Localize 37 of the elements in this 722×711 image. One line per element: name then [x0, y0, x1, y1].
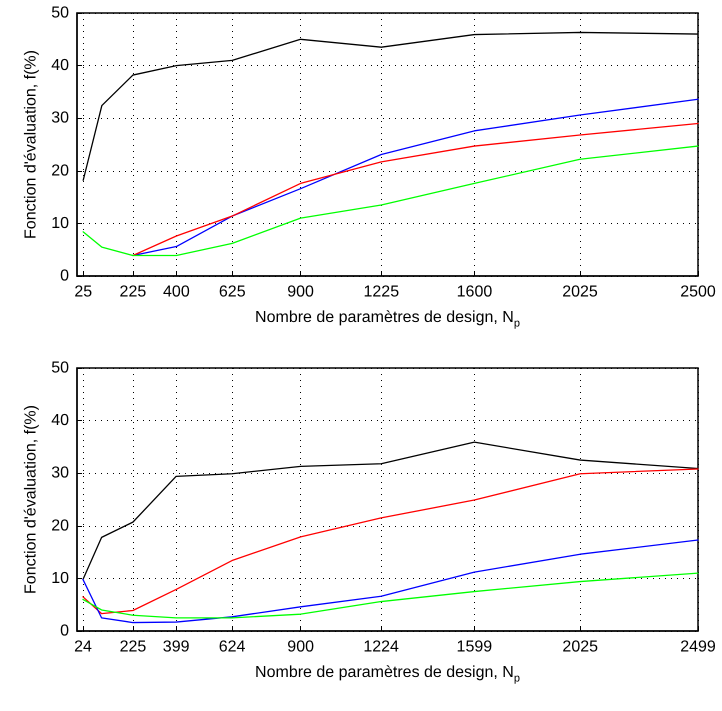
x-tick-label: 1225 [363, 284, 400, 300]
x-tick-label: 624 [218, 638, 246, 656]
x-tick-label: 2500 [680, 284, 716, 300]
line-series [82, 572, 699, 618]
y-tick-label: 50 [51, 360, 70, 376]
x-tick-label: 1224 [363, 638, 400, 656]
x-tick-label: 625 [218, 284, 246, 300]
y-tick-label: 40 [51, 57, 70, 74]
y-tick-label: 10 [51, 214, 70, 232]
x-tick-label: 2499 [680, 638, 716, 656]
y-tick-label: 20 [51, 517, 70, 534]
y-tick-label: 30 [51, 110, 70, 127]
y-tick-label: 0 [60, 622, 70, 640]
x-tick-label: 399 [162, 638, 190, 656]
x-tick-label: 2025 [562, 284, 598, 300]
x-tick-label: 400 [163, 284, 190, 300]
x-tick-label: 1600 [456, 284, 492, 300]
x-tick-label: 225 [120, 638, 146, 656]
x-tick-label: 225 [120, 284, 146, 300]
y-tick-label: 0 [60, 268, 70, 284]
x-tick-label: 1599 [456, 638, 492, 656]
line-series [82, 539, 699, 624]
y-axis-title: Fonction d'évaluation, f(%) [22, 50, 40, 239]
y-tick-label: 10 [51, 570, 70, 587]
line-series [132, 122, 699, 256]
line-series [82, 145, 699, 256]
line-series [82, 468, 699, 614]
y-tick-label: 20 [51, 162, 70, 180]
x-tick-label: 900 [287, 284, 314, 300]
x-tick-label: 24 [74, 638, 92, 656]
x-tick-label: 2025 [562, 638, 598, 656]
y-tick-label: 50 [51, 4, 70, 22]
y-tick-label: 30 [51, 464, 70, 482]
x-tick-label: 25 [74, 284, 92, 300]
x-tick-label: 900 [287, 638, 314, 656]
y-tick-label: 40 [51, 412, 70, 430]
y-axis-title: Fonction d'évaluation, f(%) [22, 405, 40, 594]
